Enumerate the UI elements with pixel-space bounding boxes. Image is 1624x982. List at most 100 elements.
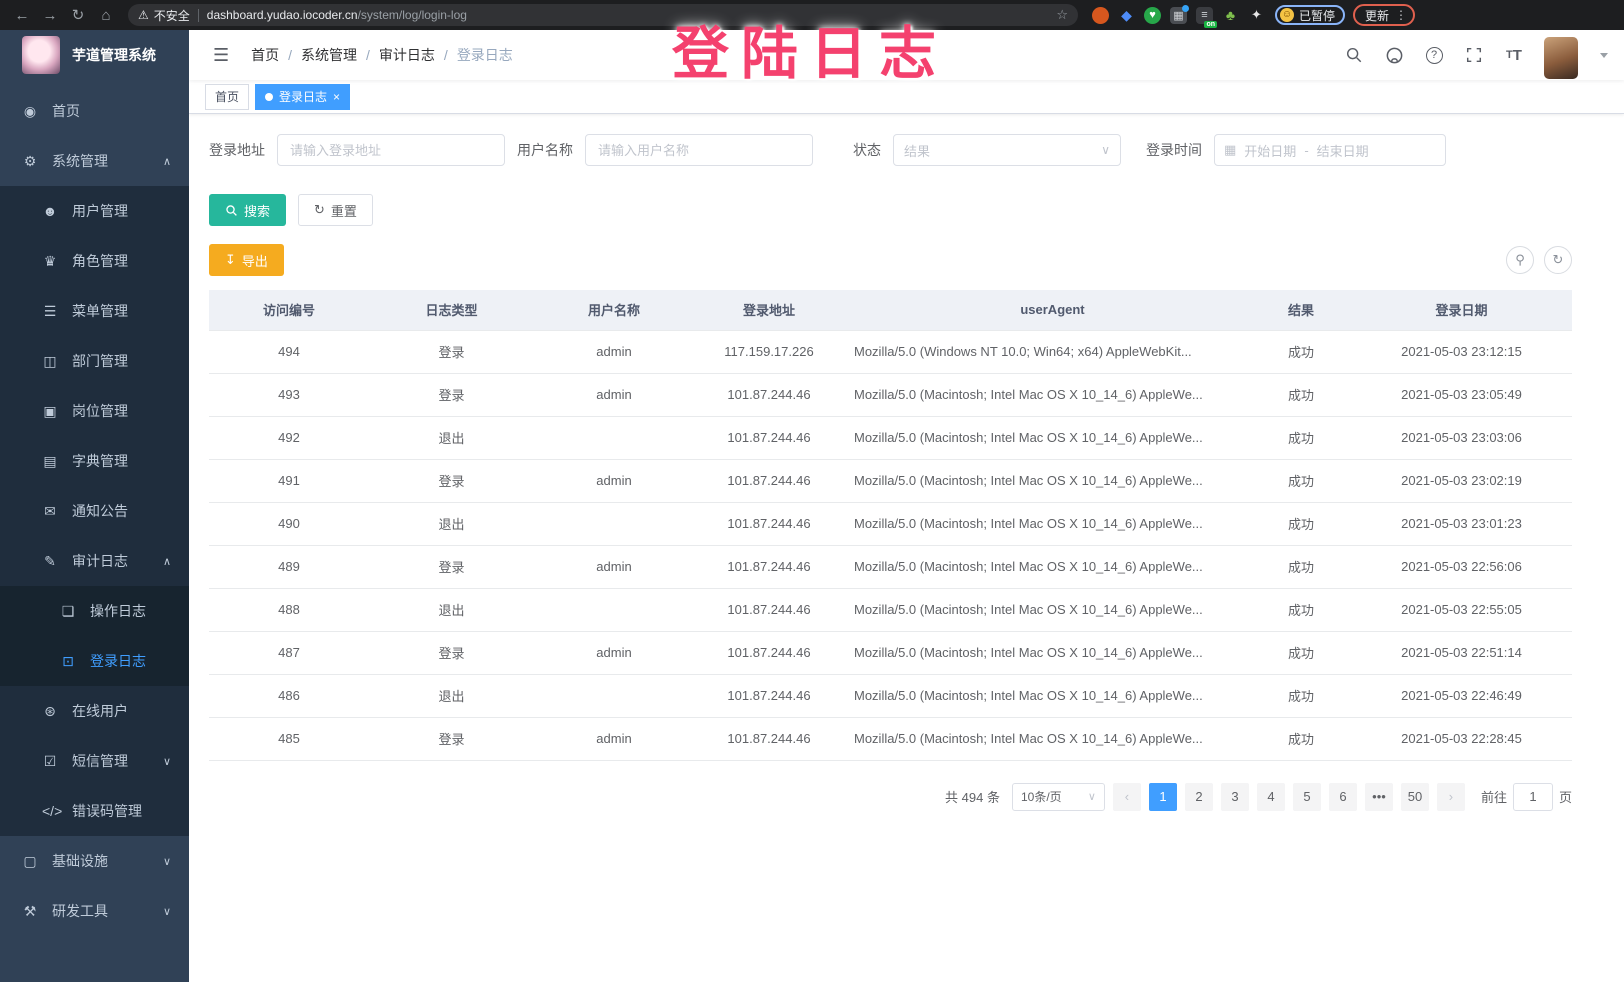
breadcrumb-login-log: 登录日志	[456, 47, 513, 63]
browser-update-button[interactable]: 更新 ⋮	[1353, 4, 1416, 26]
sidebar-item-notice[interactable]: ✉ 通知公告	[0, 486, 189, 536]
sidebar-item-infrastructure[interactable]: ▢ 基础设施 ∨	[0, 836, 189, 886]
extension-green-icon[interactable]: ♥	[1144, 6, 1161, 24]
page-button-5[interactable]: 5	[1292, 782, 1321, 811]
cell-login-ip: 101.87.244.46	[694, 416, 844, 460]
date-range-picker[interactable]: ▦ 开始日期 - 结束日期	[1214, 134, 1446, 166]
extension-leaf-icon[interactable]: ♣	[1225, 7, 1236, 23]
help-icon[interactable]: ?	[1424, 45, 1444, 65]
page-button-2[interactable]: 2	[1184, 782, 1213, 811]
col-username: 用户名称	[534, 290, 694, 330]
forward-icon[interactable]: →	[42, 6, 58, 24]
avatar-caret-icon[interactable]	[1600, 52, 1608, 58]
sidebar-item-dict[interactable]: ▤ 字典管理	[0, 436, 189, 486]
sidebar-item-dev-tools[interactable]: ⚒ 研发工具 ∨	[0, 886, 189, 936]
github-icon[interactable]	[1384, 45, 1404, 65]
reload-icon[interactable]: ↻	[71, 7, 85, 24]
sidebar-item-error-codes[interactable]: </> 错误码管理	[0, 786, 189, 836]
prev-page-button[interactable]: ‹	[1112, 782, 1141, 811]
sidebar-item-label: 审计日志	[72, 553, 128, 569]
sidebar-item-posts[interactable]: ▣ 岗位管理	[0, 386, 189, 436]
sidebar-item-users[interactable]: ☻ 用户管理	[0, 186, 189, 236]
extensions-puzzle-icon[interactable]: ✦	[1251, 7, 1262, 22]
online-users-icon: ⊛	[44, 702, 56, 719]
cell-login-ip: 101.87.244.46	[694, 631, 844, 675]
sidebar-item-audit-log[interactable]: ✎ 审计日志 ∧	[0, 536, 189, 586]
bookmark-star-icon[interactable]: ☆	[1056, 7, 1068, 22]
sidebar-item-roles[interactable]: ♛ 角色管理	[0, 236, 189, 286]
more-pages-button[interactable]: •••	[1364, 782, 1393, 811]
refresh-button[interactable]: ↻	[1544, 246, 1572, 274]
page-button-6[interactable]: 6	[1328, 782, 1357, 811]
login-address-input[interactable]	[277, 134, 505, 166]
hamburger-icon[interactable]: ☰	[213, 44, 230, 65]
breadcrumb-audit-log[interactable]: 审计日志	[378, 47, 435, 63]
address-bar[interactable]: ⚠ 不安全 dashboard.yudao.iocoder.cn /system…	[128, 4, 1078, 26]
sidebar-logo-row[interactable]: 芋道管理系统	[0, 30, 189, 80]
reset-button[interactable]: ↻ 重置	[298, 194, 373, 226]
extension-list-icon[interactable]: ≡ on	[1196, 6, 1217, 28]
home-icon[interactable]: ⌂	[101, 6, 111, 24]
on-badge: on	[1204, 20, 1217, 28]
page-button-3[interactable]: 3	[1220, 782, 1249, 811]
sidebar-item-system[interactable]: ⚙ 系统管理 ∧	[0, 136, 189, 186]
breadcrumb-home[interactable]: 首页	[251, 47, 280, 63]
cell-username: admin	[534, 631, 694, 675]
username-input[interactable]	[585, 134, 813, 166]
page-size-select[interactable]: 10条/页 ∨	[1011, 782, 1105, 811]
url-divider	[197, 8, 199, 22]
sidebar-item-menus[interactable]: ☰ 菜单管理	[0, 286, 189, 336]
search-button[interactable]: 搜索	[209, 194, 287, 226]
extension-orange-icon[interactable]	[1092, 6, 1109, 24]
profile-paused-pill[interactable]: ☺ 已暂停	[1275, 5, 1346, 25]
cell-log-type: 登录	[369, 373, 534, 417]
kebab-menu-icon[interactable]: ⋮	[1395, 8, 1408, 22]
sidebar-item-home[interactable]: ◉ 首页	[0, 86, 189, 136]
tag-label: 登录日志	[279, 90, 328, 104]
sidebar-item-sms[interactable]: ☑ 短信管理 ∨	[0, 736, 189, 786]
page-button-1[interactable]: 1	[1148, 782, 1177, 811]
not-secure-label[interactable]: 不安全	[153, 8, 190, 23]
extension-gem-icon[interactable]: ◆	[1121, 6, 1132, 23]
filter-form: 登录地址 用户名称 状态 结果 ∨ 登录时间 ▦ 开始日期 - 结束日期	[209, 134, 1572, 166]
sidebar-item-operation-log[interactable]: ❏ 操作日志	[0, 586, 189, 636]
goto-page-input[interactable]	[1512, 782, 1553, 811]
sidebar-item-label: 研发工具	[52, 903, 108, 919]
cell-user-agent: Mozilla/5.0 (Macintosh; Intel Mac OS X 1…	[844, 459, 1251, 503]
sidebar-item-departments[interactable]: ◫ 部门管理	[0, 336, 189, 386]
notice-icon: ✉	[44, 502, 56, 519]
close-icon[interactable]: ×	[333, 89, 341, 104]
cell-username	[534, 674, 694, 718]
sidebar: 芋道管理系统 ◉ 首页 ⚙ 系统管理 ∧ ☻ 用户管理 ♛ 角色管理 ☰ 菜单管…	[0, 30, 189, 982]
font-size-small-glyph: T	[1506, 49, 1513, 61]
fullscreen-icon[interactable]	[1464, 45, 1484, 65]
extension-grid-icon[interactable]: ▦	[1170, 4, 1189, 24]
sidebar-item-label: 字典管理	[72, 453, 128, 469]
col-visit-id: 访问编号	[209, 290, 369, 330]
pagination: 共 494 条 10条/页 ∨ ‹ 1 2 3 4 5 6 ••• 50 › 前…	[209, 782, 1572, 811]
search-icon[interactable]	[1344, 45, 1364, 65]
table-header-row: 访问编号 日志类型 用户名称 登录地址 userAgent 结果 登录日期	[209, 290, 1572, 330]
tag-home[interactable]: 首页	[205, 83, 250, 110]
notification-dot	[1182, 4, 1189, 12]
total-count-label: 共 494 条	[945, 790, 1000, 805]
hide-search-button[interactable]: ⚲	[1506, 246, 1534, 274]
cell-result: 成功	[1251, 329, 1351, 374]
next-page-button[interactable]: ›	[1436, 782, 1465, 811]
back-icon[interactable]: ←	[14, 6, 30, 24]
table-row: 487 登录 admin 101.87.244.46 Mozilla/5.0 (…	[209, 631, 1572, 675]
page-button-4[interactable]: 4	[1256, 782, 1285, 811]
cell-result: 成功	[1251, 631, 1351, 675]
cell-login-date: 2021-05-03 23:12:15	[1351, 329, 1572, 374]
sidebar-item-login-log[interactable]: ⊡ 登录日志	[0, 636, 189, 686]
tag-login-log[interactable]: 登录日志 ×	[255, 83, 351, 110]
export-button[interactable]: ↧ 导出	[209, 244, 284, 276]
sidebar-item-online-users[interactable]: ⊛ 在线用户	[0, 686, 189, 736]
search-button-label: 搜索	[244, 203, 271, 219]
user-avatar[interactable]	[1544, 37, 1578, 79]
page-button-50[interactable]: 50	[1400, 782, 1429, 811]
not-secure-icon: ⚠	[138, 8, 149, 22]
breadcrumb-system[interactable]: 系统管理	[301, 47, 358, 63]
status-select[interactable]: 结果 ∨	[893, 134, 1121, 166]
